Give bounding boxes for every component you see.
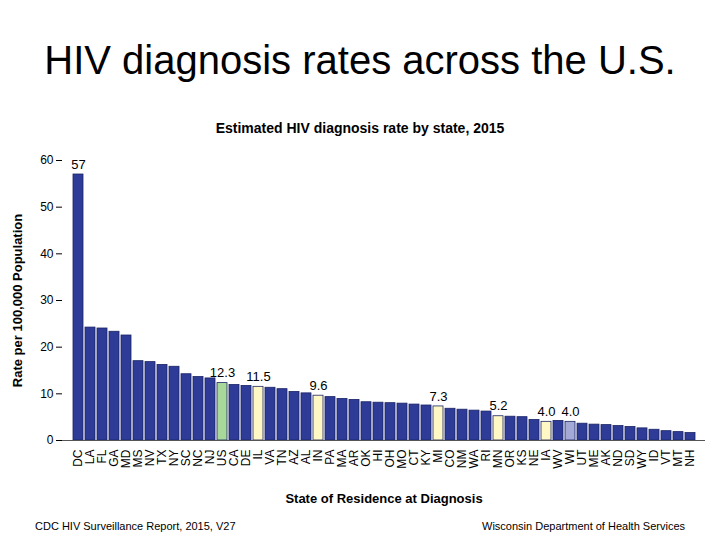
svg-text:CA: CA — [227, 449, 242, 467]
svg-text:MD: MD — [119, 449, 134, 469]
svg-text:FL: FL — [95, 449, 110, 464]
svg-text:9.6: 9.6 — [309, 378, 327, 393]
svg-text:VA: VA — [263, 449, 278, 465]
svg-text:MA: MA — [335, 449, 350, 468]
svg-text:7.3: 7.3 — [429, 389, 447, 404]
svg-text:MI: MI — [431, 449, 446, 463]
svg-text:HI: HI — [371, 449, 386, 462]
svg-text:57: 57 — [71, 157, 85, 172]
svg-text:TX: TX — [155, 449, 170, 465]
svg-text:NM: NM — [455, 449, 470, 469]
svg-text:OK: OK — [359, 449, 374, 467]
svg-text:NY: NY — [167, 449, 182, 467]
svg-text:ND: ND — [611, 449, 626, 467]
html-text:CDC HIV Surveillance Report, 2: CDC HIV Surveillance Report, 2015, V27 — [35, 520, 236, 532]
svg-text:NJ: NJ — [203, 449, 218, 465]
svg-text:0: 0 — [47, 433, 54, 447]
svg-text:AR: AR — [347, 449, 362, 467]
svg-text:MS: MS — [131, 449, 146, 468]
svg-text:AL: AL — [299, 449, 314, 465]
svg-text:LA: LA — [83, 449, 98, 465]
svg-text:NV: NV — [143, 449, 158, 467]
svg-text:VT: VT — [659, 449, 674, 465]
svg-text:12.3: 12.3 — [210, 365, 235, 380]
svg-text:UT: UT — [575, 449, 590, 466]
svg-text:ID: ID — [647, 449, 662, 462]
svg-text:AZ: AZ — [287, 449, 302, 465]
html-text:Estimated HIV diagnosis rate b: Estimated HIV diagnosis rate by state, 2… — [215, 120, 505, 136]
svg-text:DE: DE — [239, 449, 254, 467]
svg-text:KS: KS — [515, 449, 530, 466]
html-text:HIV diagnosis rates across the: HIV diagnosis rates across the U.S. — [44, 38, 676, 82]
svg-text:CO: CO — [443, 449, 458, 468]
svg-text:30: 30 — [40, 293, 54, 307]
svg-text:50: 50 — [40, 200, 54, 214]
svg-text:MO: MO — [395, 449, 410, 469]
svg-text:KY: KY — [419, 449, 434, 466]
svg-text:WA: WA — [467, 449, 482, 469]
svg-text:Rate per 100,000 Population: Rate per 100,000 Population — [10, 214, 25, 387]
svg-text:IL: IL — [251, 449, 266, 460]
svg-text:IN: IN — [311, 449, 326, 462]
svg-text:IA: IA — [539, 449, 554, 461]
svg-text:PA: PA — [323, 449, 338, 465]
svg-text:5.2: 5.2 — [489, 398, 507, 413]
svg-text:OH: OH — [383, 449, 398, 468]
svg-text:MN: MN — [491, 449, 506, 469]
svg-text:WV: WV — [551, 449, 566, 469]
svg-text:US: US — [215, 449, 230, 467]
svg-text:4.0: 4.0 — [537, 404, 555, 419]
svg-text:OR: OR — [503, 449, 518, 468]
svg-text:NE: NE — [527, 449, 542, 467]
svg-text:10: 10 — [40, 387, 54, 401]
svg-text:DC: DC — [71, 449, 86, 467]
svg-text:State of Residence at Diagnosi: State of Residence at Diagnosis — [285, 491, 482, 506]
svg-text:WY: WY — [635, 449, 650, 469]
svg-text:TN: TN — [275, 449, 290, 466]
svg-text:AK: AK — [599, 449, 614, 466]
svg-text:NH: NH — [683, 450, 697, 467]
svg-text:4.0: 4.0 — [561, 404, 579, 419]
svg-text:SD: SD — [623, 449, 638, 467]
svg-text:40: 40 — [40, 247, 54, 261]
svg-text:GA: GA — [107, 449, 122, 467]
svg-text:ME: ME — [587, 449, 602, 468]
svg-text:20: 20 — [40, 340, 54, 354]
svg-text:MT: MT — [671, 449, 686, 467]
svg-text:NC: NC — [191, 449, 206, 467]
svg-text:WI: WI — [563, 449, 578, 465]
svg-text:RI: RI — [479, 449, 494, 462]
svg-text:SC: SC — [179, 449, 194, 467]
svg-text:60: 60 — [40, 153, 54, 167]
svg-text:11.5: 11.5 — [246, 369, 270, 384]
svg-text:CT: CT — [407, 449, 422, 466]
html-text:Wisconsin Department of Health: Wisconsin Department of Health Services — [482, 520, 685, 532]
